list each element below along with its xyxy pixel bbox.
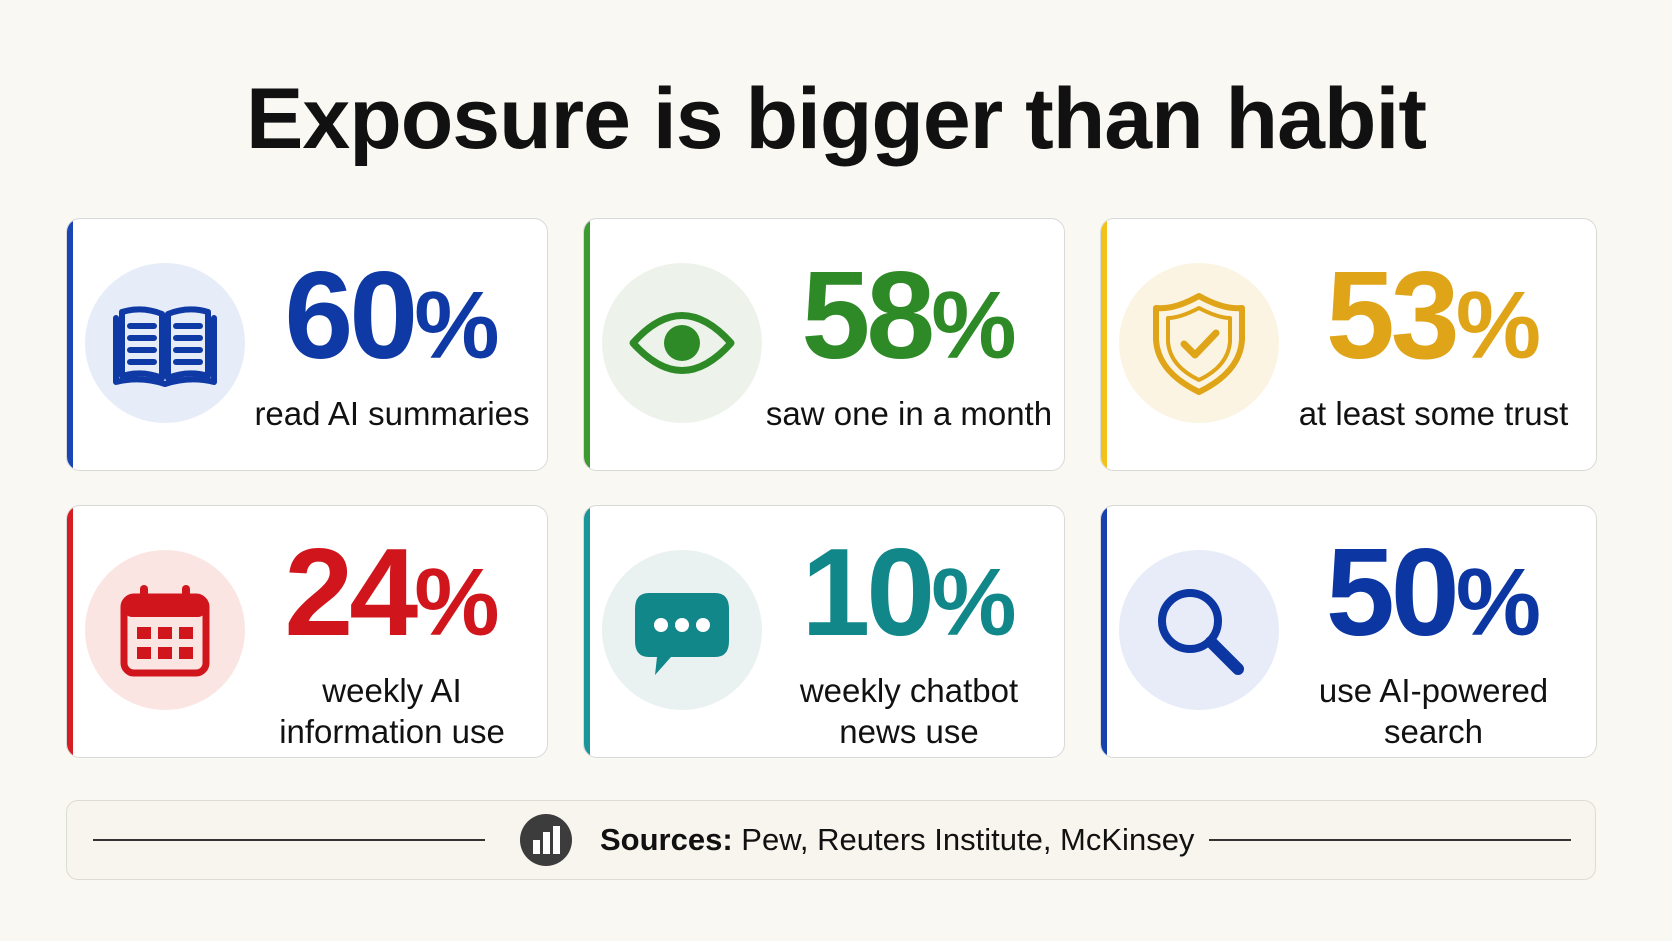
stat-label: at least some trust bbox=[1298, 395, 1569, 432]
stat-value: 60% bbox=[284, 247, 500, 385]
stat-block: 24% weekly AI information use bbox=[245, 528, 539, 752]
stat-label: weekly chatbot news use bbox=[799, 672, 1019, 750]
card-accent-bar bbox=[1101, 506, 1107, 757]
stat-card-saw-one-in-a-month: 58% saw one in a month bbox=[583, 218, 1065, 471]
stat-block: 50% use AI-powered search bbox=[1279, 528, 1588, 752]
stat-label: saw one in a month bbox=[765, 395, 1053, 432]
page-title: Exposure is bigger than habit bbox=[246, 71, 1427, 167]
eye-icon bbox=[629, 312, 735, 374]
stat-block: 10% weekly chatbot news use bbox=[762, 528, 1056, 752]
icon-circle bbox=[602, 550, 762, 710]
icon-circle bbox=[602, 263, 762, 423]
stat-card-weekly-ai-information-use: 24% weekly AI information use bbox=[66, 505, 548, 758]
stat-value: 50% bbox=[1325, 524, 1542, 662]
icon-circle bbox=[1119, 550, 1279, 710]
sources-label: Sources: bbox=[600, 822, 733, 857]
card-accent-bar bbox=[67, 506, 73, 757]
stat-label: weekly AI information use bbox=[279, 672, 505, 750]
shield-check-icon bbox=[1153, 293, 1245, 395]
icon-circle bbox=[85, 263, 245, 423]
stat-block: 58% saw one in a month bbox=[762, 251, 1056, 434]
sources-text: Sources: Pew, Reuters Institute, McKinse… bbox=[600, 821, 1194, 859]
icon-circle bbox=[85, 550, 245, 710]
sources-footer: Sources: Pew, Reuters Institute, McKinse… bbox=[66, 800, 1596, 880]
search-icon bbox=[1158, 589, 1244, 675]
open-book-icon bbox=[113, 306, 217, 387]
stat-card-at-least-some-trust: 53% at least some trust bbox=[1100, 218, 1597, 471]
divider-line bbox=[93, 839, 485, 841]
card-accent-bar bbox=[1101, 219, 1107, 470]
card-accent-bar bbox=[67, 219, 73, 470]
calendar-icon bbox=[120, 585, 210, 677]
stat-card-read-ai-summaries: 60% read AI summaries bbox=[66, 218, 548, 471]
card-accent-bar bbox=[584, 219, 590, 470]
stat-block: 53% at least some trust bbox=[1279, 251, 1588, 434]
stat-value: 58% bbox=[801, 247, 1017, 385]
stat-value: 10% bbox=[801, 524, 1017, 662]
stat-grid: 60% read AI summaries 58% saw one in a m… bbox=[66, 218, 1597, 758]
stat-value: 53% bbox=[1325, 247, 1542, 385]
divider-line bbox=[1209, 839, 1571, 841]
bar-chart-icon bbox=[520, 814, 572, 866]
stat-label: use AI-powered search bbox=[1318, 672, 1549, 750]
stat-label: read AI summaries bbox=[254, 395, 530, 432]
icon-circle bbox=[1119, 263, 1279, 423]
stat-value: 24% bbox=[284, 524, 500, 662]
stat-card-use-ai-powered-search: 50% use AI-powered search bbox=[1100, 505, 1597, 758]
stat-card-weekly-chatbot-news-use: 10% weekly chatbot news use bbox=[583, 505, 1065, 758]
stat-block: 60% read AI summaries bbox=[245, 251, 539, 434]
card-accent-bar bbox=[584, 506, 590, 757]
sources-list: Pew, Reuters Institute, McKinsey bbox=[741, 822, 1195, 857]
chat-bubble-icon bbox=[635, 593, 729, 675]
